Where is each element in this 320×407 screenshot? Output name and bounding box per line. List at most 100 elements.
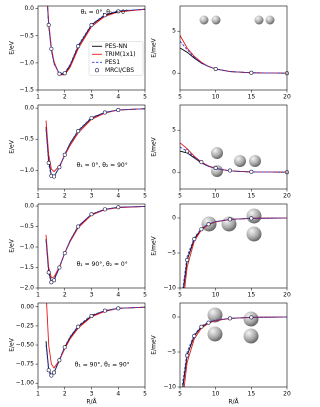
plot-area xyxy=(182,217,287,288)
data-point xyxy=(76,324,81,329)
series-line xyxy=(180,47,287,74)
data-point xyxy=(49,46,54,51)
data-point xyxy=(76,44,81,49)
x-tick-label: 4 xyxy=(116,94,120,101)
panel: 1 2 3 4 5 0.0 −0.5 −1.0 E/eV θ₁ = 0°, θ₂ = 90° xyxy=(9,105,148,200)
data-point xyxy=(89,313,94,318)
axes-frame xyxy=(179,302,288,388)
data-point xyxy=(116,306,121,311)
axes-frame xyxy=(37,104,146,190)
x-tick-label: 5 xyxy=(143,391,147,398)
x-tick-label: 1 xyxy=(36,292,40,299)
data-point xyxy=(227,217,232,222)
panel: 5 10 15 20 0 5 E/meV xyxy=(151,104,291,200)
y-tick-label: −0.25 xyxy=(16,322,35,329)
plot-area xyxy=(180,142,287,173)
series-line xyxy=(182,217,287,288)
y-tick-label: 0 xyxy=(172,215,176,222)
data-point xyxy=(46,22,51,27)
data-point xyxy=(46,160,51,165)
data-point xyxy=(185,353,190,358)
y-tick-label: 0.0 xyxy=(24,105,34,112)
y-axis-label: E/meV xyxy=(151,37,158,57)
y-axis-label: E/eV xyxy=(9,238,16,253)
x-tick-label: 2 xyxy=(63,391,67,398)
legend-marker xyxy=(95,68,100,73)
data-point xyxy=(213,67,218,72)
plot-area xyxy=(45,206,145,284)
legend-label: TRIM(1x1) xyxy=(104,51,136,58)
data-point xyxy=(249,169,254,174)
data-point xyxy=(192,333,197,338)
data-point xyxy=(199,227,204,232)
x-tick-label: 10 xyxy=(212,193,220,200)
x-tick-label: 20 xyxy=(283,292,291,299)
panel: 5 10 15 20 0 5 E/meV xyxy=(151,5,291,101)
data-point xyxy=(57,358,62,363)
data-point xyxy=(185,257,190,262)
y-tick-label: −0.5 xyxy=(19,136,34,143)
data-point xyxy=(116,205,121,210)
legend-label: PES1 xyxy=(105,59,120,66)
data-point xyxy=(249,315,254,320)
x-tick-label: 5 xyxy=(178,391,182,398)
x-tick-label: 3 xyxy=(90,94,94,101)
data-point xyxy=(46,270,51,275)
y-axis-label: E/eV xyxy=(9,139,16,154)
x-tick-label: 10 xyxy=(212,391,220,398)
y-axis-label: E/meV xyxy=(151,334,158,354)
data-point xyxy=(116,107,121,112)
annotation: θ₁ = 90°, θ₂ = 90° xyxy=(75,362,130,369)
y-tick-label: −0.5 xyxy=(19,32,34,39)
x-tick-label: 5 xyxy=(178,94,182,101)
series-line xyxy=(183,217,287,288)
axes-frame xyxy=(179,203,288,289)
data-point xyxy=(213,166,218,171)
x-tick-label: 5 xyxy=(143,193,147,200)
y-tick-label: 0.0 xyxy=(24,203,34,210)
data-point xyxy=(227,316,232,321)
y-tick-label: 0.0 xyxy=(24,5,34,12)
x-tick-label: 1 xyxy=(36,94,40,101)
x-tick-label: 1 xyxy=(36,391,40,398)
y-tick-label: 0 xyxy=(172,169,176,176)
y-axis-label: E/meV xyxy=(151,235,158,255)
series-line xyxy=(47,6,145,76)
x-tick-label: 15 xyxy=(248,193,256,200)
x-tick-label: 2 xyxy=(63,193,67,200)
y-axis-label: E/meV xyxy=(151,136,158,156)
x-tick-label: 15 xyxy=(248,94,256,101)
series-line xyxy=(181,316,287,387)
data-point xyxy=(116,9,121,14)
x-tick-label: 4 xyxy=(116,193,120,200)
data-point xyxy=(192,237,197,242)
y-tick-label: −1.5 xyxy=(19,87,34,94)
series-line xyxy=(180,40,287,74)
x-tick-label: 4 xyxy=(116,391,120,398)
axes-frame xyxy=(179,5,288,91)
panel: 5 10 15 20 −10 −5 0 E/meV R/Å xyxy=(151,302,291,406)
legend-frame xyxy=(88,41,144,76)
data-point xyxy=(89,22,94,27)
data-point xyxy=(89,212,94,217)
panel: 5 10 15 20 −10 −5 0 E/meV xyxy=(151,203,291,299)
data-point xyxy=(57,165,62,170)
figure: 1 2 3 4 5 0.0 −0.5 −1.0 −1.5 E/eV θ₁ = 0°, θ₂ = 0°… xyxy=(9,5,291,406)
axes-frame xyxy=(37,203,146,289)
sphere-icons xyxy=(199,15,275,344)
y-tick-label: 0 xyxy=(172,70,176,77)
data-point xyxy=(89,116,94,121)
y-tick-label: −10 xyxy=(163,285,176,292)
data-point xyxy=(206,320,211,325)
y-tick-label: 0.00 xyxy=(21,303,35,310)
annotation: θ₁ = 90°, θ₂ = 0° xyxy=(77,261,128,268)
series-line xyxy=(180,142,287,173)
axes-frame xyxy=(37,302,146,388)
data-point xyxy=(57,265,62,270)
x-tick-label: 5 xyxy=(143,292,147,299)
panel: 1 2 3 4 5 0.0 −0.5 −1.0 −1.5 E/eV θ₁ = 0°, θ₂ = 0°… xyxy=(9,5,148,101)
y-tick-label: −5 xyxy=(167,349,176,356)
data-point xyxy=(102,110,107,115)
plot-area xyxy=(46,6,145,76)
